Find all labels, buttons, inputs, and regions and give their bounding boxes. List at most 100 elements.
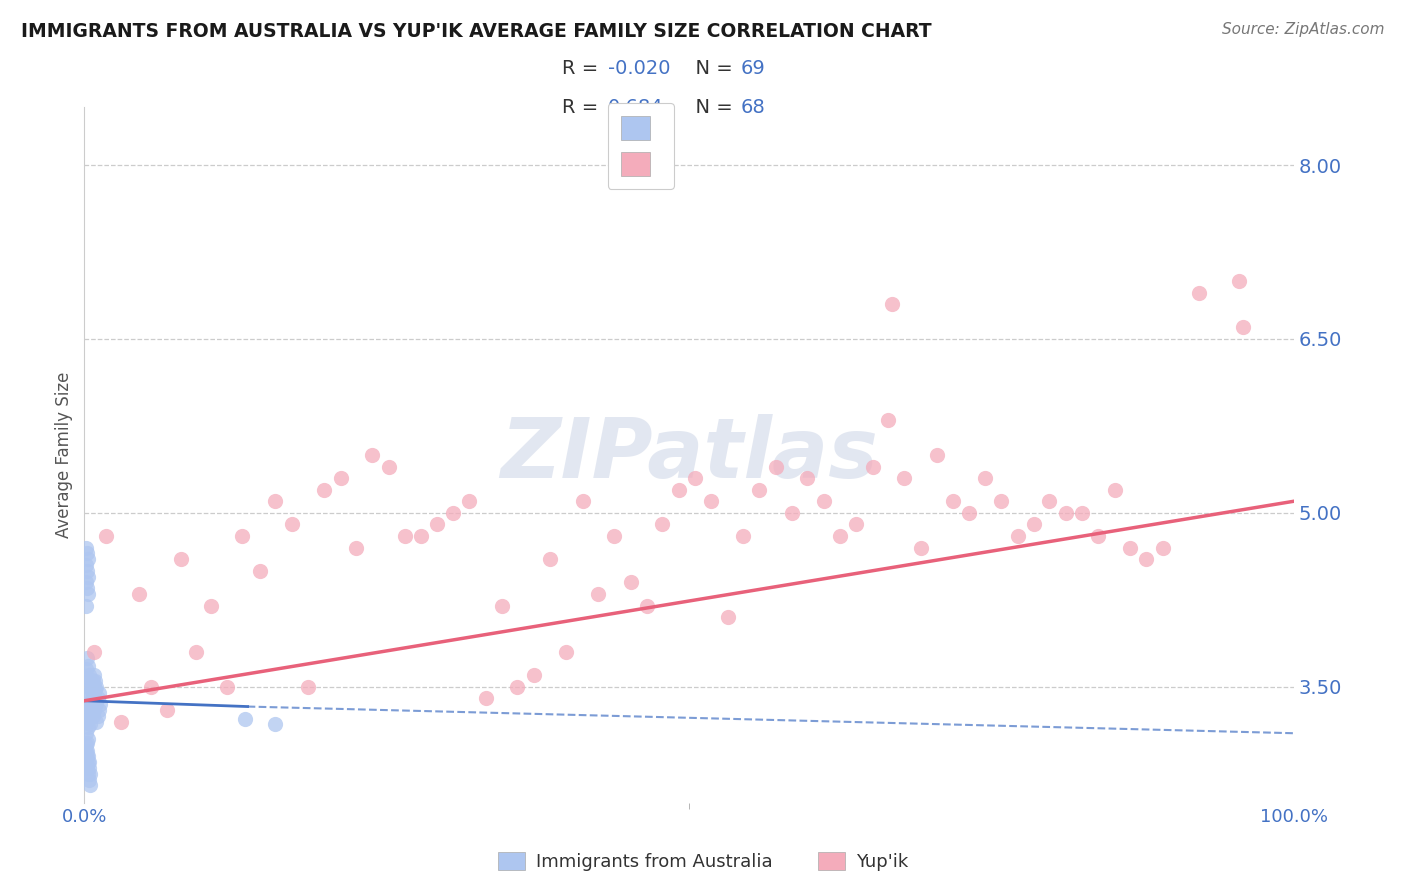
- Point: [184, 645, 207, 659]
- Point: [79, 717, 101, 731]
- Point: [79, 680, 101, 694]
- Point: [281, 517, 304, 532]
- Point: [813, 494, 835, 508]
- Point: [77, 587, 100, 601]
- Point: [1022, 517, 1045, 532]
- Point: [77, 749, 100, 764]
- Point: [378, 459, 401, 474]
- Point: [80, 682, 103, 697]
- Point: [86, 708, 108, 723]
- Point: [77, 721, 100, 735]
- Point: [75, 558, 97, 573]
- Text: -0.020: -0.020: [607, 59, 671, 78]
- Point: [554, 645, 576, 659]
- Point: [77, 698, 100, 712]
- Point: [83, 689, 105, 703]
- Point: [76, 546, 98, 560]
- Point: [75, 662, 97, 677]
- Point: [75, 755, 97, 769]
- Point: [699, 494, 721, 508]
- Point: [155, 703, 177, 717]
- Point: [80, 694, 103, 708]
- Point: [76, 582, 98, 596]
- Point: [297, 680, 319, 694]
- Point: [1087, 529, 1109, 543]
- Point: [77, 671, 100, 685]
- Point: [77, 755, 100, 769]
- Point: [233, 712, 256, 726]
- Point: [80, 706, 103, 720]
- Text: IMMIGRANTS FROM AUSTRALIA VS YUP'IK AVERAGE FAMILY SIZE CORRELATION CHART: IMMIGRANTS FROM AUSTRALIA VS YUP'IK AVER…: [21, 22, 932, 41]
- Point: [1188, 285, 1211, 300]
- Point: [941, 494, 963, 508]
- Point: [82, 691, 104, 706]
- Point: [1135, 552, 1157, 566]
- Point: [87, 703, 110, 717]
- Point: [170, 552, 193, 566]
- Point: [231, 529, 253, 543]
- Point: [86, 714, 108, 729]
- Point: [215, 680, 238, 694]
- Point: [77, 772, 100, 787]
- Point: [83, 645, 105, 659]
- Point: [75, 575, 97, 590]
- Point: [910, 541, 932, 555]
- Point: [748, 483, 770, 497]
- Point: [1054, 506, 1077, 520]
- Point: [651, 517, 673, 532]
- Point: [84, 698, 107, 712]
- Text: N =: N =: [683, 97, 740, 117]
- Point: [84, 682, 107, 697]
- Point: [1007, 529, 1029, 543]
- Text: 68: 68: [741, 97, 766, 117]
- Text: R =: R =: [562, 97, 605, 117]
- Point: [75, 714, 97, 729]
- Point: [717, 610, 740, 624]
- Point: [1104, 483, 1126, 497]
- Point: [76, 749, 98, 764]
- Text: N =: N =: [683, 59, 740, 78]
- Point: [990, 494, 1012, 508]
- Point: [1119, 541, 1142, 555]
- Text: R =: R =: [562, 59, 605, 78]
- Text: Source: ZipAtlas.com: Source: ZipAtlas.com: [1222, 22, 1385, 37]
- Point: [76, 708, 98, 723]
- Point: [475, 691, 498, 706]
- Point: [636, 599, 658, 613]
- Point: [1071, 506, 1094, 520]
- Point: [76, 735, 98, 749]
- Point: [264, 494, 287, 508]
- Point: [83, 680, 105, 694]
- Point: [780, 506, 803, 520]
- Point: [84, 674, 107, 689]
- Point: [361, 448, 384, 462]
- Point: [77, 691, 100, 706]
- Point: [571, 494, 593, 508]
- Point: [765, 459, 787, 474]
- Point: [893, 471, 915, 485]
- Point: [830, 529, 852, 543]
- Point: [79, 674, 101, 689]
- Point: [974, 471, 997, 485]
- Text: ZIPatlas: ZIPatlas: [501, 415, 877, 495]
- Point: [83, 703, 105, 717]
- Point: [312, 483, 335, 497]
- Point: [394, 529, 416, 543]
- Point: [83, 668, 105, 682]
- Point: [76, 564, 98, 578]
- Legend: , : ,: [607, 103, 673, 189]
- Point: [441, 506, 464, 520]
- Point: [620, 575, 643, 590]
- Point: [77, 703, 100, 717]
- Point: [200, 599, 222, 613]
- Legend: Immigrants from Australia, Yup'ik: Immigrants from Australia, Yup'ik: [491, 845, 915, 879]
- Point: [346, 541, 368, 555]
- Point: [89, 698, 111, 712]
- Point: [79, 778, 101, 793]
- Point: [75, 726, 97, 740]
- Point: [76, 744, 98, 758]
- Point: [880, 297, 903, 311]
- Point: [110, 714, 132, 729]
- Point: [77, 569, 100, 583]
- Point: [75, 738, 97, 752]
